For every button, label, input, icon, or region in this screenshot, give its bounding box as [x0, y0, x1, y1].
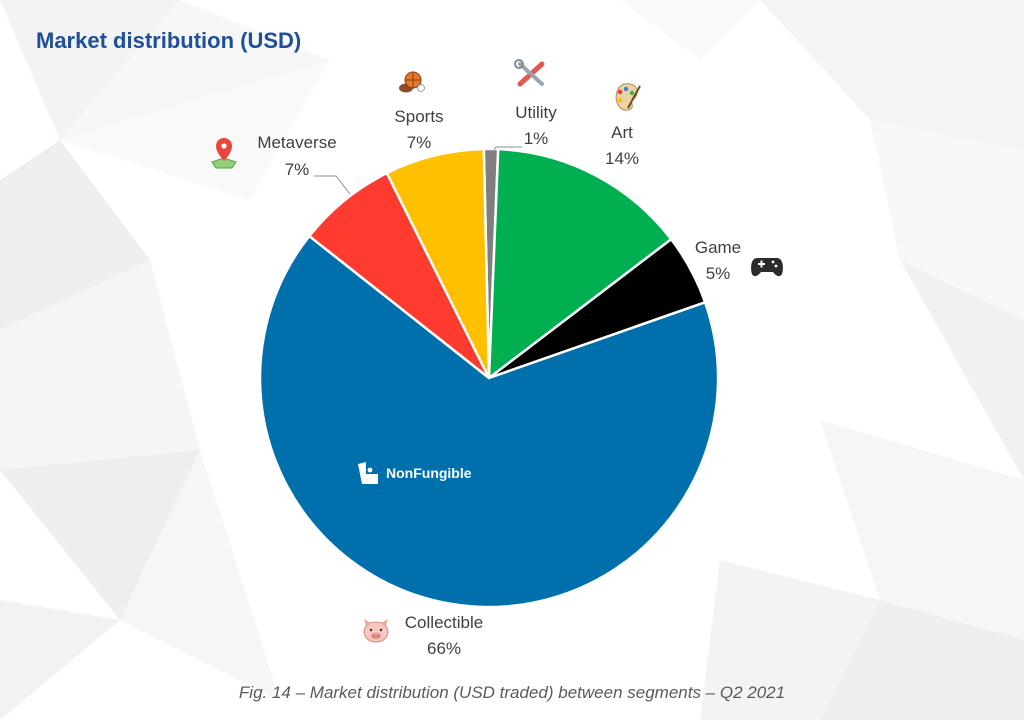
map-pin-icon	[211, 138, 237, 169]
figure-caption: Fig. 14 – Market distribution (USD trade…	[238, 683, 786, 702]
leader-line-utility	[493, 146, 522, 151]
nonfungible-logo-icon	[358, 462, 378, 484]
label-sports-name: Sports	[394, 107, 443, 126]
label-sports-value: 7%	[407, 133, 432, 152]
palette-icon	[615, 83, 641, 111]
page-title: Market distribution (USD)	[36, 28, 302, 53]
label-utility-value: 1%	[524, 129, 549, 148]
label-metaverse-value: 7%	[285, 160, 310, 179]
gamepad-icon	[751, 258, 783, 277]
label-art-name: Art	[611, 123, 633, 142]
label-collectible-name: Collectible	[405, 613, 483, 632]
pie-slice-art	[487, 147, 673, 380]
label-game-value: 5%	[706, 264, 731, 283]
tools-icon	[514, 59, 545, 87]
label-game-name: Game	[695, 238, 741, 257]
label-metaverse-name: Metaverse	[257, 133, 336, 152]
leader-line-metaverse	[314, 175, 351, 195]
label-utility-name: Utility	[515, 103, 557, 122]
pie-slice-sports	[385, 147, 491, 380]
label-art-value: 14%	[605, 149, 639, 168]
pie-slice-collectible	[258, 234, 720, 609]
label-collectible-value: 66%	[427, 639, 461, 658]
watermark-text: NonFungible	[386, 465, 472, 481]
basketball-icon	[399, 71, 425, 93]
pig-icon	[363, 619, 389, 643]
